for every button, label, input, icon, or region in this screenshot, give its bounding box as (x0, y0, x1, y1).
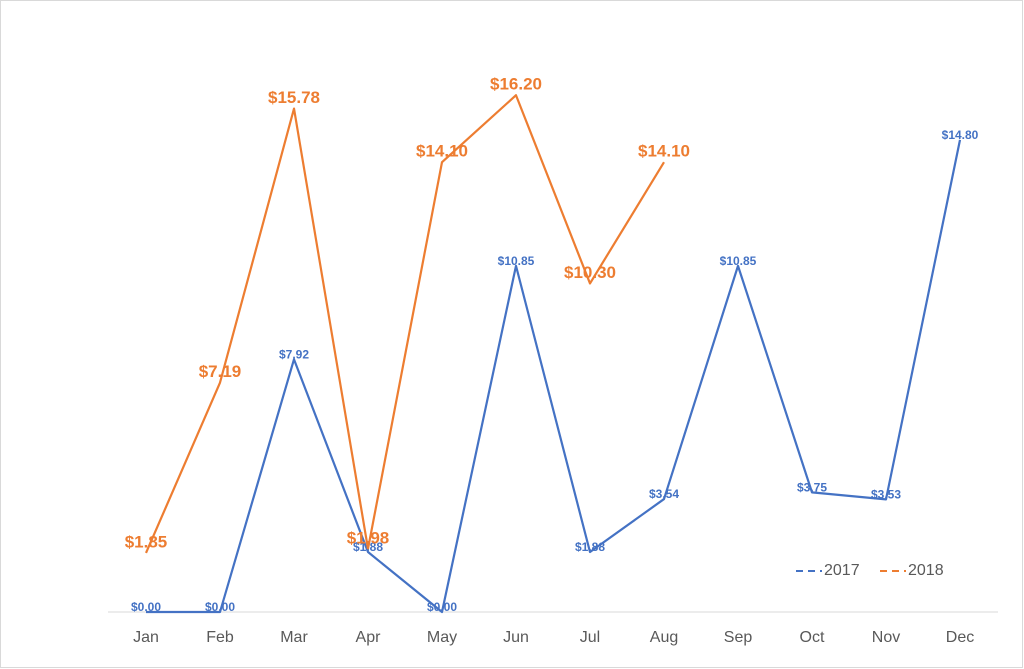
data-label: $1.98 (347, 528, 390, 547)
data-label: $0.00 (205, 600, 235, 614)
line-series (144, 94, 665, 554)
data-label: $14.80 (942, 128, 979, 142)
data-label: $7.19 (199, 362, 242, 381)
data-label: $3.53 (871, 488, 901, 502)
x-tick-label: Mar (280, 629, 308, 646)
x-tick-label: May (427, 629, 457, 646)
line-series (146, 139, 962, 614)
x-tick-label: Sep (724, 629, 753, 646)
data-label: $14.10 (416, 142, 468, 161)
data-label: $10.85 (498, 254, 535, 268)
x-tick-label: Nov (872, 629, 900, 646)
data-label: $16.20 (490, 75, 542, 94)
data-label: $0.00 (427, 600, 457, 614)
legend-label: 2017 (824, 562, 860, 579)
x-tick-label: Aug (650, 629, 678, 646)
x-tick-label: Jan (133, 629, 159, 646)
data-label: $10.30 (564, 263, 616, 282)
x-tick-label: Oct (800, 629, 825, 646)
data-label: $1.88 (353, 540, 383, 554)
data-label: $1.85 (125, 532, 168, 551)
data-label: $7.92 (279, 348, 309, 362)
legend-label: 2018 (908, 562, 944, 579)
data-label: $1.88 (575, 540, 605, 554)
data-label: $0.00 (131, 600, 161, 614)
x-tick-label: Jun (503, 629, 529, 646)
data-label: $3.75 (797, 481, 827, 495)
x-tick-label: Jul (580, 629, 600, 646)
data-label: $15.78 (268, 88, 320, 107)
x-tick-label: Dec (946, 629, 974, 646)
data-label: $14.10 (638, 142, 690, 161)
x-tick-label: Apr (356, 629, 382, 646)
x-tick-label: Feb (206, 629, 234, 646)
data-label: $3.54 (649, 487, 679, 501)
data-label: $10.85 (720, 254, 757, 268)
